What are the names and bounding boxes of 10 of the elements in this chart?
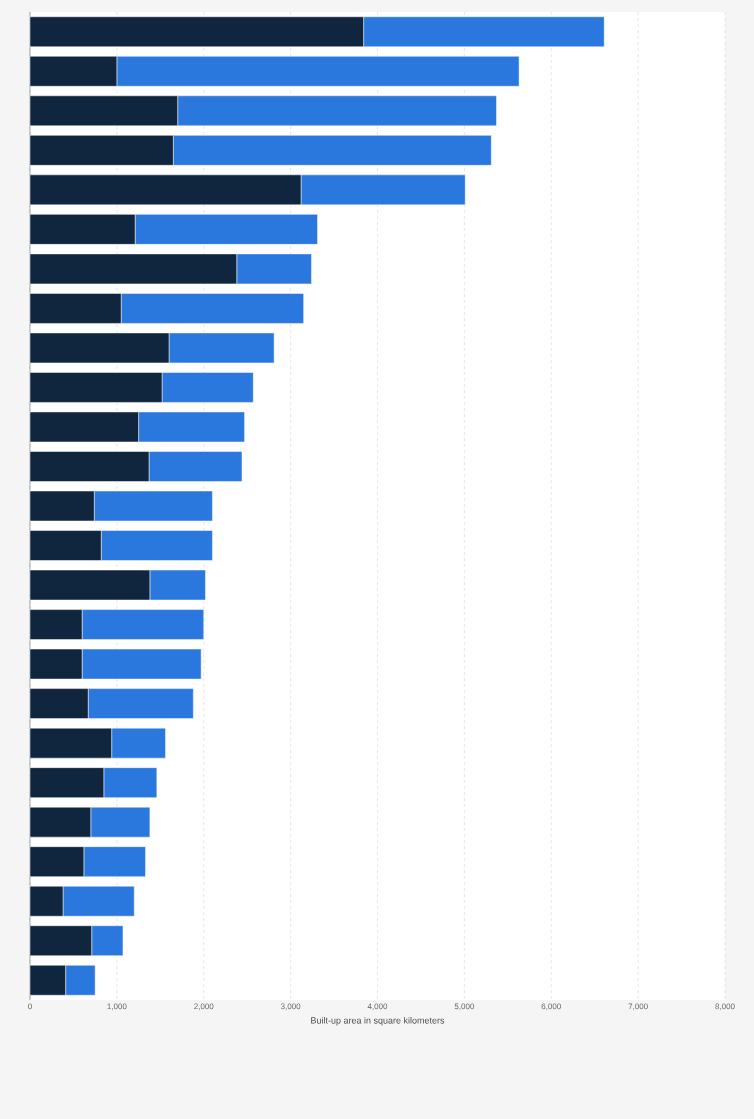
x-tick-label: 4,000: [367, 1003, 388, 1011]
x-tick-label: 1,000: [107, 1003, 127, 1011]
x-tick-label: 3,000: [280, 1003, 301, 1011]
x-tick-label: 2,000: [194, 1003, 214, 1011]
x-tick-label: 5,000: [454, 1003, 475, 1011]
x-tick-label: 7,000: [628, 1003, 648, 1011]
x-tick-label: 0: [28, 1003, 32, 1010]
x-tick-label: 8,000: [715, 1003, 735, 1011]
x-axis-title: Built-up area in square kilometers: [311, 1017, 445, 1026]
x-tick-label: 6,000: [541, 1003, 561, 1011]
